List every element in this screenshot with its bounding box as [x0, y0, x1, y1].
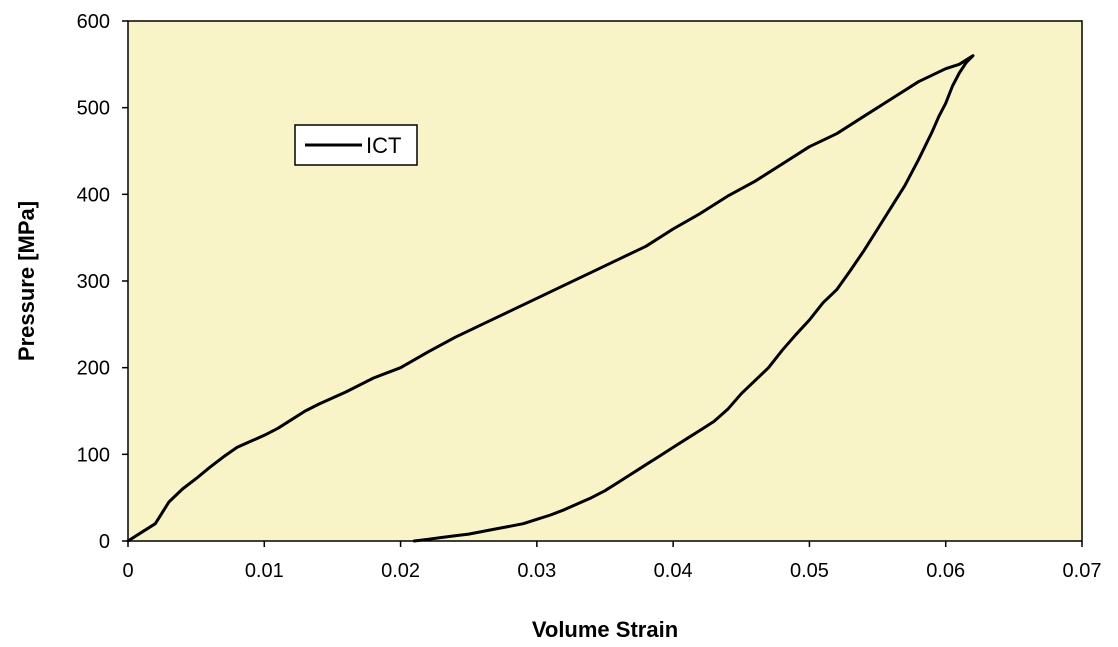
x-tick-label: 0.03 [517, 560, 556, 582]
series-line-ict [126, 54, 975, 543]
x-tick-label: 0.01 [245, 560, 284, 582]
x-axis-ticks: 0 0.01 0.02 0.03 0.04 0.05 0.06 0.07 [122, 541, 1101, 582]
y-tick-label: 300 [77, 271, 110, 293]
x-tick-label: 0.04 [654, 560, 693, 582]
plot-area [127, 20, 1083, 542]
y-tick-label: 0 [99, 531, 110, 553]
y-tick-label: 100 [77, 444, 110, 466]
y-tick-label: 600 [77, 11, 110, 33]
x-tick-label: 0 [122, 560, 133, 582]
legend-label: ICT [366, 133, 401, 158]
x-tick-label: 0.05 [790, 560, 829, 582]
y-axis-title: Pressure [MPa] [14, 201, 39, 361]
x-tick-label: 0.06 [926, 560, 965, 582]
legend: ICT [294, 124, 418, 166]
y-tick-label: 200 [77, 358, 110, 380]
x-axis-title: Volume Strain [532, 617, 678, 642]
y-axis-ticks: 0 100 200 300 400 500 600 [77, 11, 128, 553]
x-tick-label: 0.02 [381, 560, 420, 582]
x-tick-label: 0.07 [1063, 560, 1102, 582]
y-tick-label: 500 [77, 98, 110, 120]
y-tick-label: 400 [77, 184, 110, 206]
